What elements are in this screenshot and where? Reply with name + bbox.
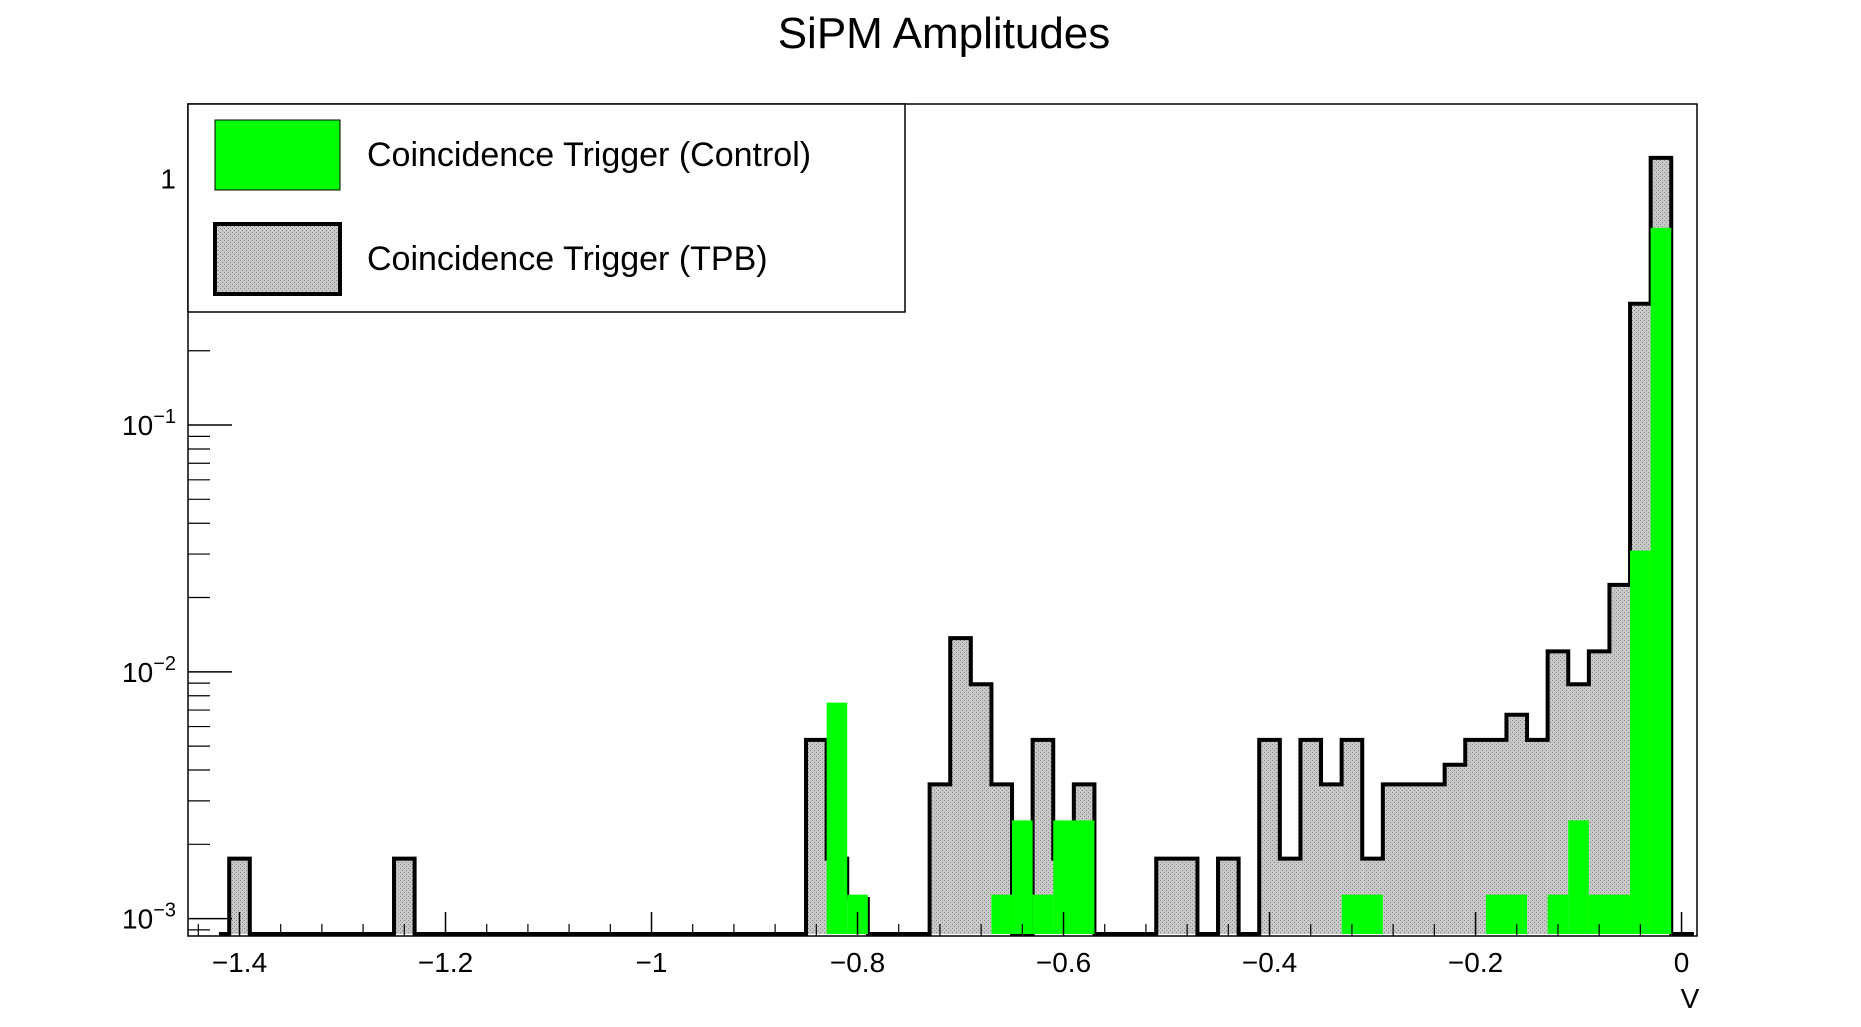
x-tick-label: −1.4 bbox=[212, 947, 267, 978]
tpb-bin-2 bbox=[806, 739, 827, 934]
legend-label-control: Coincidence Trigger (Control) bbox=[367, 136, 811, 174]
y-tick-label: 1 bbox=[160, 163, 176, 194]
tpb-outline bbox=[218, 155, 1694, 936]
tpb-bin-26 bbox=[1485, 739, 1507, 934]
tpb-bin-17 bbox=[1300, 739, 1322, 934]
tpb-bin-28 bbox=[1527, 739, 1548, 934]
tpb-bin-7 bbox=[970, 684, 992, 934]
control-bin-9 bbox=[1568, 820, 1589, 934]
y-tick-label: 10−2 bbox=[122, 653, 176, 688]
y-tick-label: 10−1 bbox=[122, 406, 176, 441]
control-bin-11 bbox=[1630, 550, 1651, 934]
legend-swatch-tpb bbox=[213, 222, 342, 296]
tpb-bin-18 bbox=[1321, 784, 1342, 934]
control-bin-5 bbox=[1053, 820, 1095, 934]
tpb-bin-19 bbox=[1341, 739, 1363, 934]
tpb-bin-0 bbox=[229, 858, 250, 934]
tpb-bin-14 bbox=[1218, 858, 1239, 934]
x-tick-label: −1.2 bbox=[418, 947, 473, 978]
x-tick-label: −0.6 bbox=[1036, 947, 1091, 978]
control-bin-10 bbox=[1588, 894, 1631, 934]
control-bin-8 bbox=[1547, 894, 1569, 934]
control-bin-3 bbox=[1012, 820, 1033, 934]
x-tick-label: 0 bbox=[1674, 947, 1690, 978]
plot-frame bbox=[187, 103, 1698, 937]
control-bin-12 bbox=[1650, 227, 1672, 934]
control-bin-6 bbox=[1341, 894, 1383, 934]
tpb-bin-16 bbox=[1279, 858, 1301, 934]
x-tick-label: −0.4 bbox=[1242, 947, 1297, 978]
chart-title: SiPM Amplitudes bbox=[778, 9, 1111, 58]
tpb-bin-24 bbox=[1444, 764, 1466, 934]
tpb-bin-15 bbox=[1259, 739, 1280, 934]
tpb-bin-12 bbox=[1156, 858, 1177, 934]
tpb-bin-22 bbox=[1403, 784, 1425, 934]
tpb-bin-23 bbox=[1424, 784, 1445, 934]
control-bin-4 bbox=[1032, 894, 1054, 934]
tpb-bin-5 bbox=[929, 784, 951, 934]
legend: Coincidence Trigger (Control) Coincidenc… bbox=[187, 103, 906, 313]
control-bin-7 bbox=[1485, 894, 1528, 934]
tpb-bin-1 bbox=[394, 858, 415, 934]
x-tick-label: −1 bbox=[636, 947, 668, 978]
tpb-bin-13 bbox=[1176, 858, 1198, 934]
legend-label-tpb: Coincidence Trigger (TPB) bbox=[367, 240, 768, 278]
control-bin-0 bbox=[826, 702, 848, 934]
tpb-bin-29 bbox=[1547, 651, 1569, 934]
x-tick-label: −0.2 bbox=[1448, 947, 1503, 978]
legend-swatch-control bbox=[214, 119, 341, 191]
tpb-bin-31 bbox=[1588, 651, 1610, 934]
tpb-bin-32 bbox=[1609, 584, 1631, 934]
tpb-bin-9 bbox=[1032, 739, 1054, 934]
x-tick-label: −0.8 bbox=[830, 947, 885, 978]
x-axis-label: V bbox=[1681, 983, 1700, 1014]
tpb-bin-6 bbox=[950, 638, 971, 934]
tpb-bin-21 bbox=[1382, 784, 1404, 934]
control-bin-2 bbox=[991, 894, 1013, 934]
tpb-bin-25 bbox=[1465, 739, 1486, 934]
y-tick-label: 10−3 bbox=[122, 900, 176, 935]
tpb-bin-27 bbox=[1506, 714, 1528, 934]
